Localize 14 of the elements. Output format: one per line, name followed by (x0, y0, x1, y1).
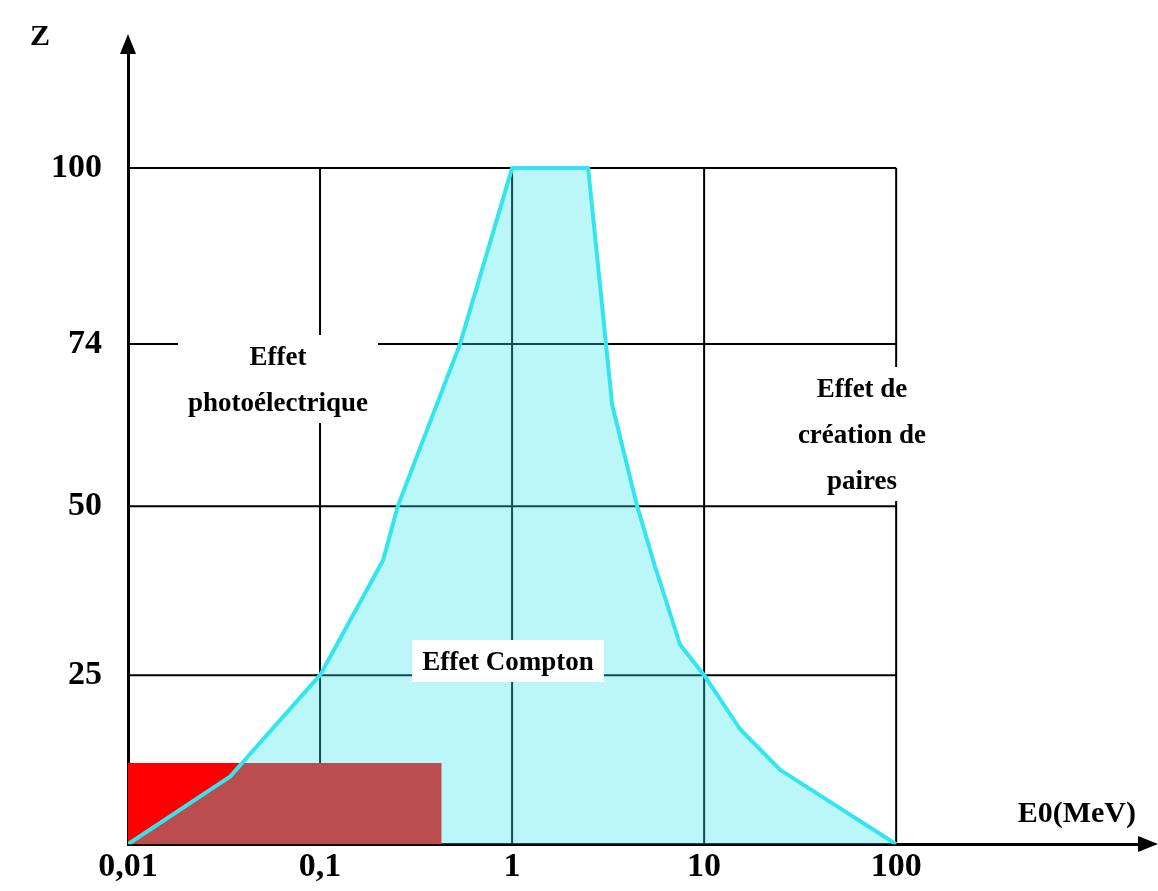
x-tick-label: 0,01 (98, 846, 158, 884)
x-axis-title: E0(MeV) (1017, 795, 1136, 830)
annotation: Effet Compton (422, 646, 594, 676)
x-tick-label: 0,1 (298, 846, 342, 884)
y-tick-label: 100 (51, 146, 102, 184)
y-tick-label: 74 (68, 322, 102, 360)
annotation: Effet de création de paires (797, 373, 927, 495)
annotation: Effet photoélectrique (188, 341, 368, 417)
x-tick-label: 10 (687, 846, 722, 884)
y-tick-label: 25 (68, 653, 102, 691)
y-axis-title: Z (29, 18, 51, 51)
x-tick-label: 1 (503, 846, 521, 884)
x-tick-label: 100 (870, 846, 922, 884)
y-tick-label: 50 (68, 484, 102, 522)
